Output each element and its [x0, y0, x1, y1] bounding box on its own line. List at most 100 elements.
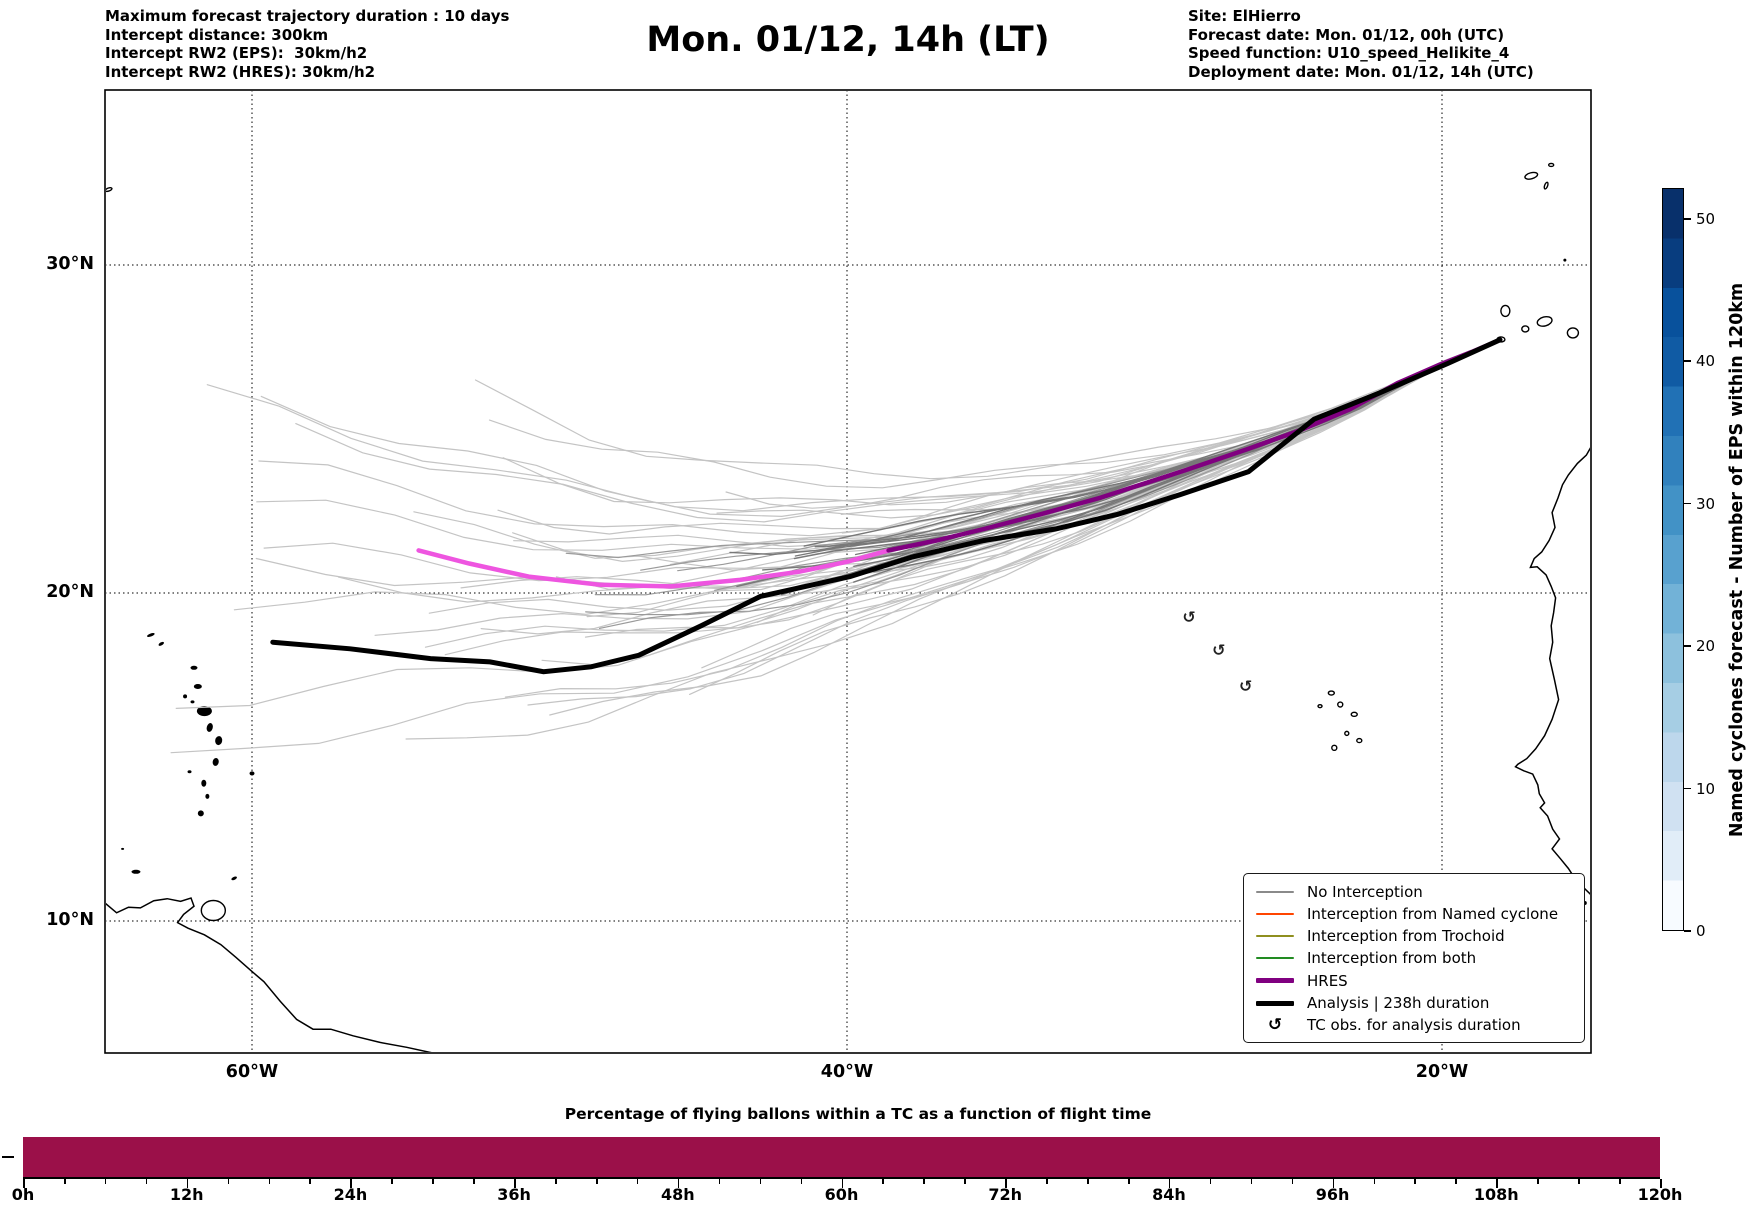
bottom-minor-tick	[268, 1179, 271, 1184]
bottom-minor-tick	[923, 1179, 925, 1184]
eps-member-trajectory	[794, 339, 1501, 557]
map-ytick-label: 30°N	[46, 254, 94, 274]
legend-item-label: TC obs. for analysis duration	[1307, 1016, 1521, 1035]
legend-item-label: No Interception	[1307, 882, 1423, 901]
legend-item-label: Analysis | 238h duration	[1307, 994, 1490, 1013]
legend-item: Interception from Named cyclone	[1256, 903, 1574, 924]
bottom-tick-label: 24h	[333, 1185, 368, 1204]
bottom-minor-tick	[759, 1179, 762, 1184]
bottom-minor-tick	[1127, 1179, 1130, 1184]
island	[206, 723, 213, 732]
bottom-tick-label: 120h	[1637, 1185, 1683, 1204]
bottom-minor-tick	[63, 1179, 66, 1184]
island-outline	[1566, 327, 1580, 339]
eps-member-trajectory	[263, 339, 1501, 582]
colorbar-tick-label: 50	[1696, 210, 1716, 228]
island-outline	[1344, 730, 1350, 737]
island	[190, 700, 195, 704]
island	[201, 779, 207, 787]
bottom-minor-tick	[636, 1179, 639, 1184]
figure-title: Mon. 01/12, 14h (LT)	[646, 20, 1050, 60]
legend-line-sample	[1256, 935, 1294, 938]
legend-line-sample	[1256, 912, 1294, 915]
map-xtick-label: 20°W	[1415, 1062, 1469, 1082]
island-outline	[200, 899, 227, 922]
bottom-minor-tick	[595, 1179, 598, 1184]
island	[249, 771, 255, 776]
colorbar-label: Named cyclones forecast - Number of EPS …	[1727, 282, 1747, 838]
eps-member-trajectory	[586, 339, 1501, 618]
tc-obs-legend-icon: ↺	[1267, 1014, 1283, 1035]
legend-item-label: Interception from Named cyclone	[1307, 904, 1559, 923]
island	[196, 706, 212, 717]
eps-member-trajectory	[480, 339, 1501, 635]
legend-item-label: Interception from both	[1307, 949, 1477, 968]
legend-line-sample	[1256, 890, 1294, 893]
legend-item: Analysis | 238h duration	[1256, 993, 1574, 1014]
bottom-major-tick	[186, 1179, 189, 1188]
bottom-major-tick	[1660, 1179, 1662, 1188]
bottom-minor-tick	[1619, 1179, 1621, 1184]
colorbar-tick	[1684, 218, 1691, 220]
colorbar-tick	[1684, 502, 1691, 505]
bottom-minor-tick	[1291, 1179, 1294, 1184]
header-right-line: Speed function: U10_speed_Helikite_4	[1188, 44, 1510, 63]
bottom-minor-tick	[309, 1179, 312, 1184]
eps-member-trajectory	[841, 339, 1501, 534]
eps-member-trajectory	[295, 339, 1501, 523]
eps-member-trajectory	[256, 339, 1501, 551]
island	[1563, 258, 1567, 262]
bottom-minor-tick	[1209, 1179, 1212, 1184]
eps-member-trajectory	[513, 339, 1501, 548]
island-outline	[1350, 711, 1358, 718]
island	[215, 736, 223, 746]
header-left-line: Maximum forecast trajectory duration : 1…	[105, 7, 510, 25]
legend-item-label: HRES	[1307, 971, 1348, 990]
island-outline	[1327, 690, 1336, 696]
bottom-tick-label: 0h	[11, 1185, 35, 1204]
header-left-line: Intercept RW2 (HRES): 30km/h2	[105, 63, 376, 82]
island-outline	[1547, 162, 1555, 168]
tc-percentage-bar	[23, 1137, 1660, 1177]
colorbar-tick	[1684, 360, 1691, 362]
island	[212, 757, 219, 766]
bottom-minor-tick	[1046, 1179, 1048, 1184]
island	[158, 641, 164, 646]
island	[190, 665, 198, 670]
legend-item: No Interception	[1256, 881, 1574, 902]
bottom-tick-label: 72h	[988, 1185, 1023, 1204]
eps-colorbar	[1662, 188, 1684, 931]
analysis-line	[270, 337, 1503, 675]
eps-member-trajectory	[258, 339, 1501, 537]
island-outline	[1500, 304, 1511, 318]
bottom-minor-tick	[1373, 1179, 1376, 1184]
bottom-major-tick	[677, 1179, 680, 1188]
island	[197, 810, 204, 817]
bottom-minor-tick	[391, 1179, 393, 1184]
legend-item: HRES	[1256, 970, 1574, 991]
header-left-line: Intercept RW2 (EPS): 30km/h2	[105, 44, 368, 63]
island	[121, 847, 125, 850]
island-outline	[1317, 703, 1323, 709]
island-outline	[1543, 181, 1549, 190]
island-outline	[1521, 325, 1530, 333]
coastline-south-america	[106, 897, 432, 1052]
legend-item: Interception from Trochoid	[1256, 926, 1574, 947]
island-outline	[1524, 171, 1539, 180]
bottom-tick-label: 48h	[660, 1185, 695, 1204]
header-right-line: Forecast date: Mon. 01/12, 00h (UTC)	[1188, 25, 1505, 44]
legend-item: Interception from both	[1256, 948, 1574, 969]
eps-member-trajectory	[689, 339, 1501, 695]
bottom-tick-label: 12h	[169, 1185, 204, 1204]
bottom-minor-tick	[1578, 1179, 1580, 1184]
bottom-tick-label: 36h	[497, 1185, 531, 1204]
header-right-line: Site: ElHierro	[1188, 7, 1301, 25]
header-left-line: Intercept distance: 300km	[105, 25, 329, 44]
bottom-minor-tick	[1414, 1179, 1417, 1184]
legend-line-sample	[1256, 957, 1294, 960]
island-outline	[106, 187, 113, 193]
bottom-major-tick	[841, 1179, 844, 1188]
bottom-major-tick	[350, 1179, 352, 1188]
eps-member-trajectory	[803, 339, 1501, 547]
bottom-minor-tick	[1087, 1179, 1089, 1184]
